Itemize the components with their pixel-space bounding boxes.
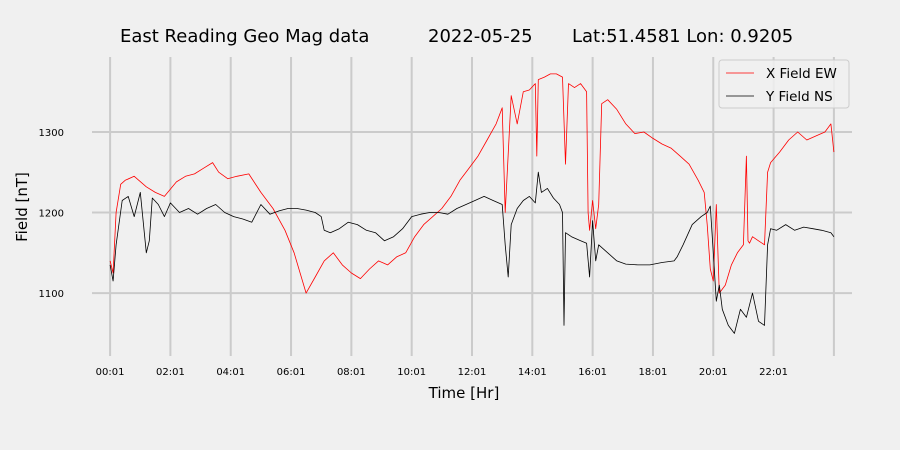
x-tick-label: 08:01 <box>337 367 366 378</box>
x-tick-label: 10:01 <box>397 367 426 378</box>
chart-title-date: 2022-05-25 <box>428 26 533 47</box>
x-tick-label: 12:01 <box>458 367 487 378</box>
chart-title-location: Lat:51.4581 Lon: 0.9205 <box>572 26 793 47</box>
x-tick-label: 20:01 <box>699 367 728 378</box>
series-layer <box>109 73 835 334</box>
legend-label-x-field: X Field EW <box>766 66 837 82</box>
x-tick-label: 14:01 <box>518 367 547 378</box>
series-line-x-field-ew <box>109 73 835 294</box>
legend: X Field EW Y Field NS <box>718 59 850 109</box>
x-tick-label: 04:01 <box>216 367 245 378</box>
x-tick-label: 06:01 <box>277 367 306 378</box>
y-tick-label: 1200 <box>39 209 64 220</box>
tick-labels: 00:01 02:01 04:01 06:01 08:01 10:01 12:01 14:01… <box>39 128 788 378</box>
legend-label-y-field: Y Field NS <box>765 89 833 105</box>
x-tick-label: 18:01 <box>639 367 668 378</box>
x-tick-label: 00:01 <box>96 367 125 378</box>
series-line-y-field-ns <box>109 171 835 334</box>
x-tick-label: 16:01 <box>578 367 607 378</box>
y-axis-label: Field [nT] <box>13 172 31 242</box>
x-tick-label: 22:01 <box>759 367 788 378</box>
y-tick-label: 1100 <box>39 289 64 300</box>
y-tick-label: 1300 <box>39 128 64 139</box>
x-tick-label: 02:01 <box>156 367 185 378</box>
x-axis-label: Time [Hr] <box>428 384 500 402</box>
chart-title-main: East Reading Geo Mag data <box>120 26 369 47</box>
